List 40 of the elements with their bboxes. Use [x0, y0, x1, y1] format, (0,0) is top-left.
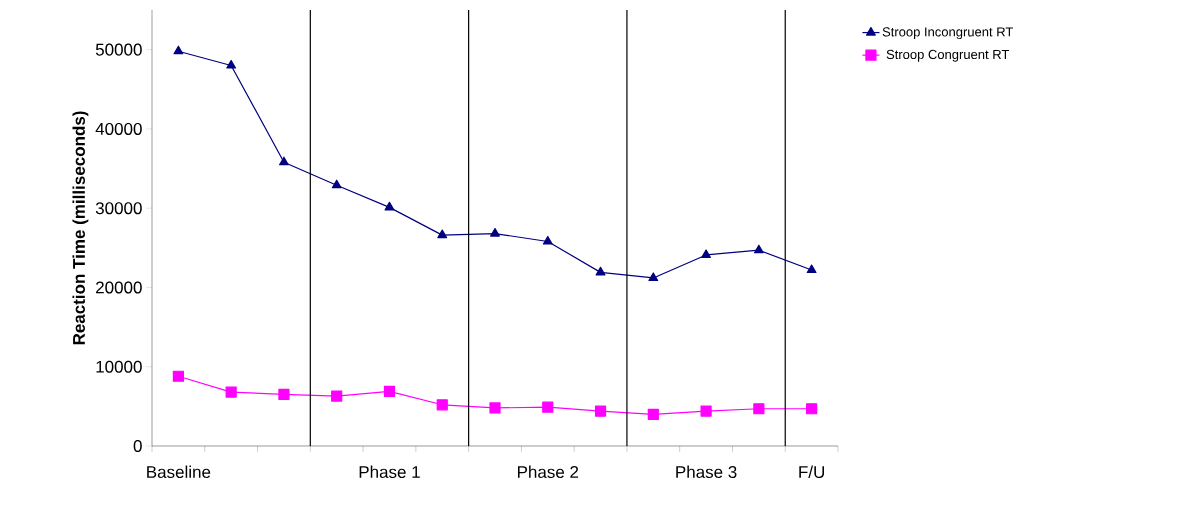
point: [490, 227, 500, 237]
point: [384, 201, 395, 211]
point: [172, 370, 184, 382]
point: [700, 405, 712, 417]
point: [753, 244, 764, 254]
y-tick-label: 0: [133, 439, 142, 453]
x-tick-label: F/U: [799, 465, 825, 479]
x-tick-label: Phase 1: [359, 465, 420, 479]
y-tick-label: 40000: [95, 122, 142, 135]
legend-label: Stroop Incongruent RT: [882, 27, 1014, 40]
x-tick-label: Phase 3: [676, 465, 737, 479]
point: [806, 264, 817, 274]
point: [647, 408, 659, 420]
y-axis-title: Reaction Time (milliseconds): [72, 111, 89, 345]
y-tick-label: 50000: [95, 43, 142, 56]
point: [436, 399, 448, 411]
point: [331, 390, 343, 402]
point: [542, 235, 553, 245]
x-tick-label: Baseline: [147, 465, 211, 479]
point: [701, 249, 712, 259]
x-tick-label: Phase 2: [517, 465, 579, 479]
point: [542, 401, 554, 413]
point: [753, 403, 765, 415]
point: [331, 179, 342, 189]
y-tick-label: 30000: [95, 202, 142, 215]
point: [648, 272, 659, 282]
legend-label: Stroop Congruent RT: [886, 49, 1010, 62]
point: [806, 403, 818, 415]
point: [595, 266, 606, 276]
point: [383, 385, 396, 397]
point: [489, 402, 501, 414]
y-tick-label: 20000: [96, 281, 142, 294]
y-tick-label: 10000: [96, 360, 142, 373]
point: [226, 59, 237, 69]
point: [437, 229, 448, 239]
point: [594, 405, 607, 417]
point: [279, 156, 289, 166]
point: [225, 386, 237, 398]
point: [173, 45, 184, 55]
point: [278, 388, 290, 401]
